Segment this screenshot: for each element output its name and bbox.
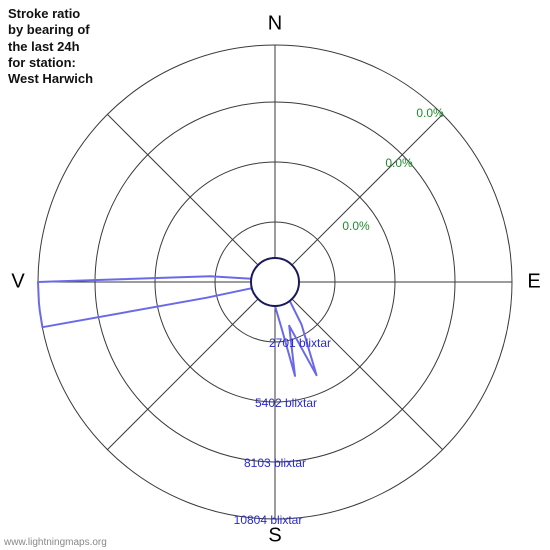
cardinal-n: N (268, 13, 282, 36)
footer-url: www.lightningmaps.org (4, 537, 107, 548)
top-ring-label-2: 0.0% (416, 106, 443, 120)
top-ring-label-0: 0.0% (342, 219, 369, 233)
cardinal-v: V (11, 271, 24, 294)
bottom-ring-label-2: 8103 blixtar (244, 456, 306, 470)
polar-chart-container: { "title": "Stroke ratio\nby bearing of\… (0, 0, 550, 550)
bottom-ring-label-0: 2701 blixtar (269, 336, 331, 350)
cardinal-e: E (527, 271, 540, 294)
cardinal-s: S (268, 525, 281, 548)
chart-title: Stroke ratio by bearing of the last 24h … (8, 6, 93, 87)
bottom-ring-label-3: 10804 blixtar (234, 513, 303, 527)
top-ring-label-1: 0.0% (385, 156, 412, 170)
bottom-ring-label-1: 5402 blixtar (255, 396, 317, 410)
